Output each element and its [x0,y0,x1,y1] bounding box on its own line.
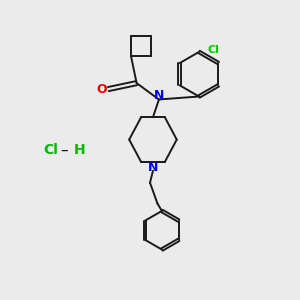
Text: H: H [74,143,86,157]
Text: N: N [148,161,158,174]
Text: Cl: Cl [43,143,58,157]
Text: N: N [154,89,164,102]
Text: –: – [61,142,68,158]
Text: Cl: Cl [208,45,220,56]
Text: O: O [97,82,107,96]
